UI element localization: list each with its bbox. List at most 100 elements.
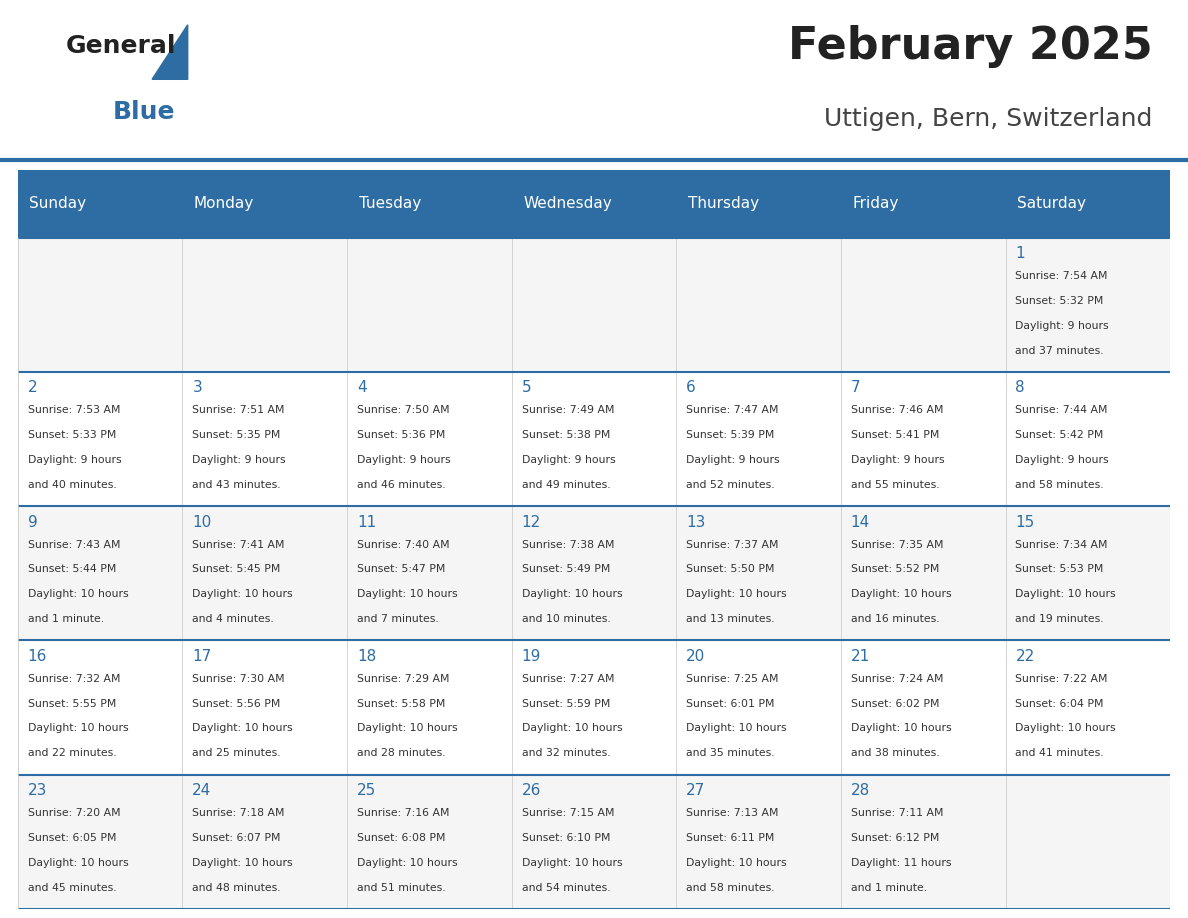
Text: Sunset: 6:02 PM: Sunset: 6:02 PM [851,699,940,709]
Bar [18,775,183,909]
Text: Sunset: 5:36 PM: Sunset: 5:36 PM [356,431,446,440]
Text: Sunrise: 7:13 AM: Sunrise: 7:13 AM [687,808,778,818]
Text: 22: 22 [1016,649,1035,664]
Bar [18,641,183,775]
Text: Sunset: 5:58 PM: Sunset: 5:58 PM [356,699,446,709]
Text: 4: 4 [356,380,367,396]
Text: Saturday: Saturday [1017,196,1086,211]
Text: Sunrise: 7:30 AM: Sunrise: 7:30 AM [192,674,285,684]
Text: Friday: Friday [853,196,899,211]
Text: Daylight: 10 hours: Daylight: 10 hours [522,589,623,599]
Text: 26: 26 [522,783,541,798]
Bar [1005,170,1170,238]
Text: Sunset: 6:05 PM: Sunset: 6:05 PM [27,833,116,843]
Text: Sunset: 6:08 PM: Sunset: 6:08 PM [356,833,446,843]
Bar [841,372,1005,506]
Text: 24: 24 [192,783,211,798]
Bar [1005,506,1170,641]
Bar [512,372,676,506]
Text: and 25 minutes.: and 25 minutes. [192,748,280,758]
Text: Sunrise: 7:20 AM: Sunrise: 7:20 AM [27,808,120,818]
Bar [1005,775,1170,909]
Bar [347,775,512,909]
Text: and 55 minutes.: and 55 minutes. [851,480,940,490]
Text: and 1 minute.: and 1 minute. [27,614,103,624]
Text: Daylight: 9 hours: Daylight: 9 hours [851,455,944,465]
Text: and 52 minutes.: and 52 minutes. [687,480,775,490]
Text: Tuesday: Tuesday [359,196,421,211]
Text: and 37 minutes.: and 37 minutes. [1016,345,1104,355]
Text: Sunrise: 7:38 AM: Sunrise: 7:38 AM [522,540,614,550]
Text: Sunrise: 7:11 AM: Sunrise: 7:11 AM [851,808,943,818]
Text: Sunset: 5:44 PM: Sunset: 5:44 PM [27,565,116,575]
Text: Sunrise: 7:50 AM: Sunrise: 7:50 AM [356,405,449,415]
Text: Sunrise: 7:54 AM: Sunrise: 7:54 AM [1016,271,1108,281]
Text: Daylight: 10 hours: Daylight: 10 hours [192,857,293,868]
Text: Sunset: 5:53 PM: Sunset: 5:53 PM [1016,565,1104,575]
Text: Daylight: 10 hours: Daylight: 10 hours [1016,589,1116,599]
Text: and 40 minutes.: and 40 minutes. [27,480,116,490]
Text: 10: 10 [192,515,211,530]
Text: Sunrise: 7:43 AM: Sunrise: 7:43 AM [27,540,120,550]
Text: Daylight: 11 hours: Daylight: 11 hours [851,857,952,868]
Text: Daylight: 9 hours: Daylight: 9 hours [356,455,450,465]
Bar [512,641,676,775]
Bar [841,775,1005,909]
Text: Daylight: 10 hours: Daylight: 10 hours [27,589,128,599]
Bar [18,372,183,506]
Text: 21: 21 [851,649,870,664]
Text: and 58 minutes.: and 58 minutes. [1016,480,1104,490]
Text: Sunset: 5:52 PM: Sunset: 5:52 PM [851,565,940,575]
Bar [1005,238,1170,372]
Bar [676,506,841,641]
Text: Sunrise: 7:35 AM: Sunrise: 7:35 AM [851,540,943,550]
Text: Sunrise: 7:49 AM: Sunrise: 7:49 AM [522,405,614,415]
Bar [18,506,183,641]
Text: Daylight: 9 hours: Daylight: 9 hours [687,455,779,465]
Bar [347,641,512,775]
Text: 9: 9 [27,515,38,530]
Bar [512,238,676,372]
Text: Blue: Blue [113,100,176,124]
Text: 19: 19 [522,649,541,664]
Bar [183,170,347,238]
Text: Sunset: 5:35 PM: Sunset: 5:35 PM [192,431,280,440]
Text: Sunset: 6:11 PM: Sunset: 6:11 PM [687,833,775,843]
Text: 15: 15 [1016,515,1035,530]
Text: Daylight: 9 hours: Daylight: 9 hours [1016,455,1110,465]
Text: Sunset: 5:50 PM: Sunset: 5:50 PM [687,565,775,575]
Text: Sunrise: 7:18 AM: Sunrise: 7:18 AM [192,808,285,818]
Text: 14: 14 [851,515,870,530]
Text: and 58 minutes.: and 58 minutes. [687,882,775,892]
Text: Wednesday: Wednesday [523,196,612,211]
Bar [183,506,347,641]
Text: Daylight: 10 hours: Daylight: 10 hours [356,857,457,868]
Text: Sunset: 5:41 PM: Sunset: 5:41 PM [851,431,940,440]
Text: Sunrise: 7:29 AM: Sunrise: 7:29 AM [356,674,449,684]
Text: February 2025: February 2025 [788,25,1152,68]
Bar [676,170,841,238]
Bar [676,641,841,775]
Text: Daylight: 10 hours: Daylight: 10 hours [1016,723,1116,733]
Text: 13: 13 [687,515,706,530]
Bar [1005,372,1170,506]
Text: Daylight: 10 hours: Daylight: 10 hours [687,857,786,868]
Text: and 43 minutes.: and 43 minutes. [192,480,280,490]
Text: Sunrise: 7:25 AM: Sunrise: 7:25 AM [687,674,778,684]
Bar [1005,641,1170,775]
Text: Daylight: 10 hours: Daylight: 10 hours [522,857,623,868]
Text: Daylight: 10 hours: Daylight: 10 hours [356,589,457,599]
Text: Sunrise: 7:46 AM: Sunrise: 7:46 AM [851,405,943,415]
Text: Daylight: 10 hours: Daylight: 10 hours [522,723,623,733]
Text: and 16 minutes.: and 16 minutes. [851,614,940,624]
Text: Sunrise: 7:47 AM: Sunrise: 7:47 AM [687,405,778,415]
Text: Sunrise: 7:32 AM: Sunrise: 7:32 AM [27,674,120,684]
Text: Sunset: 5:56 PM: Sunset: 5:56 PM [192,699,280,709]
Bar [841,238,1005,372]
Text: and 38 minutes.: and 38 minutes. [851,748,940,758]
Text: Sunset: 5:59 PM: Sunset: 5:59 PM [522,699,609,709]
Text: and 32 minutes.: and 32 minutes. [522,748,611,758]
Text: Daylight: 9 hours: Daylight: 9 hours [192,455,286,465]
Bar [512,506,676,641]
Text: Sunset: 6:07 PM: Sunset: 6:07 PM [192,833,280,843]
